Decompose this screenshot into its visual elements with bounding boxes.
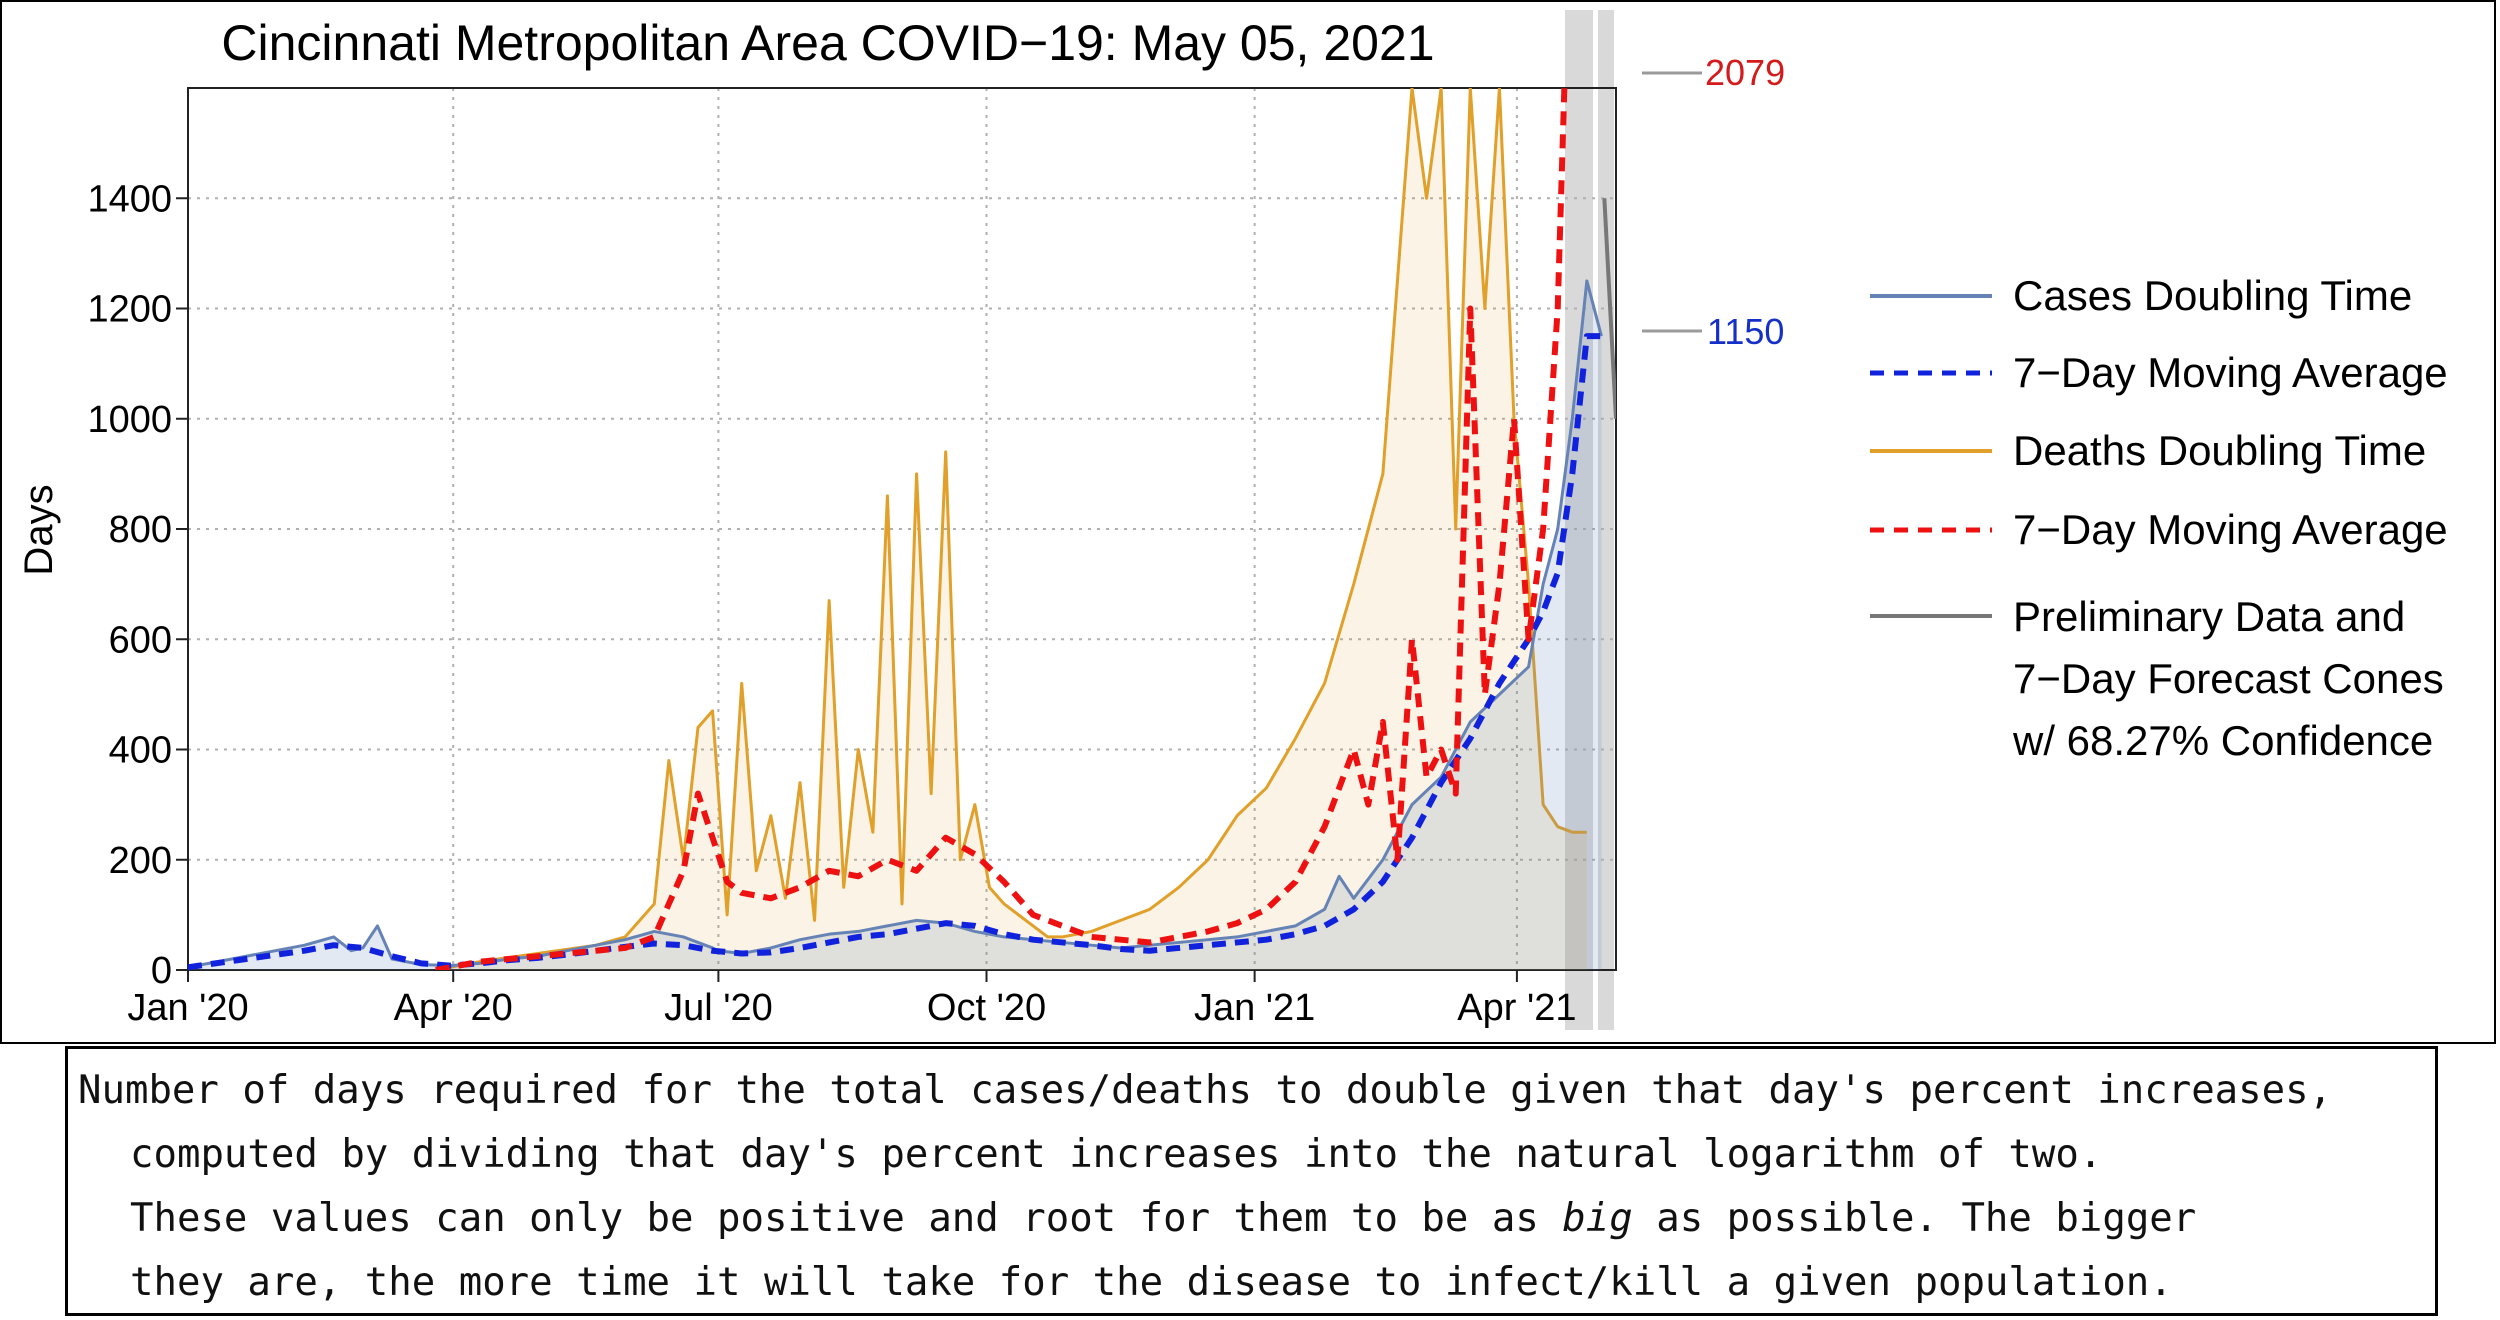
series-area-cases xyxy=(188,280,1602,970)
y-tick-label-0: 0 xyxy=(151,950,172,992)
y-tick-label-400: 400 xyxy=(109,730,172,772)
x-tick-label-5: Apr '21 xyxy=(1457,987,1576,1029)
y-tick-label-1200: 1200 xyxy=(87,289,172,331)
y-axis-label: Days xyxy=(17,484,61,575)
legend-label-deaths: Deaths Doubling Time xyxy=(2013,427,2426,474)
y-tick-label-1400: 1400 xyxy=(87,178,172,220)
chart-canvas: Cincinnati Metropolitan Area COVID−19: M… xyxy=(17,10,2448,1030)
series-line-prelim xyxy=(1602,198,1616,419)
caption-line-3-start: These values can only be positive and ro… xyxy=(130,1196,1563,1241)
x-tick-label-2: Jul '20 xyxy=(664,987,773,1029)
caption-line-3-emphasis: big xyxy=(1562,1196,1633,1241)
end-label-cases: 1150 xyxy=(1707,311,1784,352)
caption-line-3: These values can only be positive and ro… xyxy=(78,1187,2421,1251)
series-layer xyxy=(188,88,1616,970)
caption-line-4: they are, the more time it will take for… xyxy=(130,1260,2173,1305)
series-line-deaths_avg xyxy=(435,88,1568,970)
prelim-band-1 xyxy=(1565,10,1593,1030)
legend-label-deaths-avg: 7−Day Moving Average xyxy=(2013,506,2448,553)
caption-line-2: computed by dividing that day's percent … xyxy=(130,1132,2103,1177)
legend-label-prelim-line1: Preliminary Data and xyxy=(2013,593,2405,640)
legend-label-prelim-line3: w/ 68.27% Confidence xyxy=(2012,717,2433,764)
chart-title: Cincinnati Metropolitan Area COVID−19: M… xyxy=(221,15,1434,71)
x-tick-label-4: Jan '21 xyxy=(1194,987,1315,1029)
y-tick-label-200: 200 xyxy=(109,840,172,882)
chart-frame xyxy=(0,0,2496,1044)
x-tick-label-3: Oct '20 xyxy=(927,987,1046,1029)
y-tick-label-600: 600 xyxy=(109,619,172,661)
y-tick-label-800: 800 xyxy=(109,509,172,551)
chart-legend: Cases Doubling Time 7−Day Moving Average… xyxy=(1870,272,2448,764)
series-line-deaths xyxy=(435,88,1587,970)
caption-line-1: Number of days required for the total ca… xyxy=(78,1068,2333,1113)
legend-label-cases-avg: 7−Day Moving Average xyxy=(2013,349,2448,396)
axis-ticks: 0 200 400 600 800 1000 1200 1400 Jan '20 Apr '20 J… xyxy=(87,178,1576,1029)
legend-label-cases: Cases Doubling Time xyxy=(2013,272,2412,319)
prelim-band-2 xyxy=(1598,10,1614,1030)
end-label-deaths: 2079 xyxy=(1705,52,1785,93)
y-tick-label-1000: 1000 xyxy=(87,399,172,441)
series-area-deaths xyxy=(435,88,1587,970)
caption-line-3-end: as possible. The bigger xyxy=(1632,1196,2197,1241)
x-tick-label-0: Jan '20 xyxy=(127,987,248,1029)
x-tick-label-1: Apr '20 xyxy=(394,987,513,1029)
caption-box: Number of days required for the total ca… xyxy=(65,1046,2438,1316)
legend-label-prelim-line2: 7−Day Forecast Cones xyxy=(2013,655,2444,702)
